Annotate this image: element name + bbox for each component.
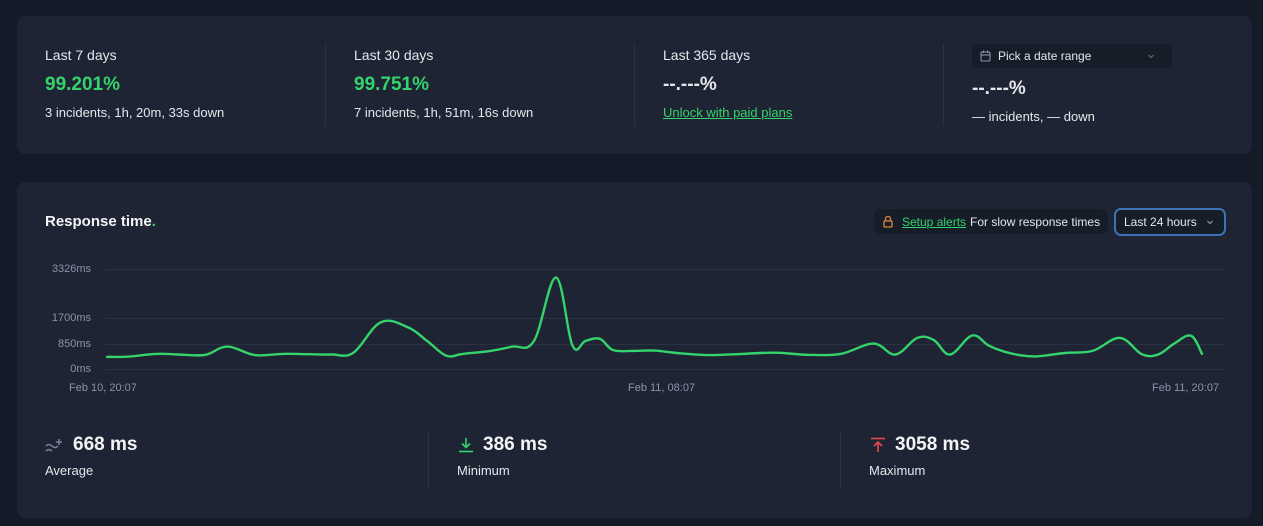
maximum-stat: 3058 ms Maximum	[869, 434, 970, 478]
y-tick-label: 3326ms	[51, 263, 91, 275]
incident-summary: 7 incidents, 1h, 51m, 16s down	[354, 105, 534, 120]
arrow-up-to-line-icon	[871, 437, 885, 452]
calendar-icon	[980, 50, 991, 62]
arrow-down-to-line-icon	[459, 438, 473, 453]
unlock-paid-plans-link[interactable]: Unlock with paid plans	[663, 105, 793, 120]
y-tick-label: 0ms	[70, 363, 91, 375]
incident-summary: — incidents, — down	[972, 109, 1095, 124]
chevron-down-icon	[1207, 220, 1213, 225]
response-time-chart	[105, 269, 1224, 370]
divider	[325, 44, 326, 126]
period-label: Last 7 days	[45, 47, 117, 63]
date-picker-label: Pick a date range	[998, 49, 1092, 63]
minimum-stat: 386 ms Minimum	[457, 434, 547, 478]
y-tick-label: 850ms	[57, 338, 91, 350]
period-label: Last 365 days	[663, 47, 751, 63]
divider	[840, 432, 841, 489]
response-time-title: Response time.	[45, 213, 156, 230]
uptime-percentage: 99.201%	[45, 74, 121, 95]
chevron-down-icon	[1148, 54, 1154, 59]
setup-alerts-pill: Setup alerts For slow response times	[874, 209, 1109, 234]
date-range-picker[interactable]: Pick a date range	[972, 44, 1172, 68]
minimum-label: Minimum	[457, 463, 510, 478]
average-stat: 668 ms Average	[45, 434, 137, 478]
setup-alerts-link[interactable]: Setup alerts	[902, 214, 967, 229]
uptime-percentage: --.---%	[972, 78, 1026, 99]
y-tick-label: 1700ms	[51, 312, 91, 324]
minimum-value: 386 ms	[483, 434, 548, 455]
uptime-percentage: 99.751%	[354, 74, 430, 95]
lock-icon	[883, 215, 893, 228]
maximum-label: Maximum	[869, 463, 926, 478]
time-range-select[interactable]: Last 24 hours	[1114, 208, 1226, 236]
x-tick-label: Feb 11, 20:07	[1152, 382, 1220, 394]
divider	[634, 44, 635, 126]
divider	[428, 432, 429, 489]
average-value: 668 ms	[73, 434, 138, 455]
x-tick-label: Feb 10, 20:07	[69, 382, 137, 394]
period-label: Last 30 days	[354, 47, 434, 63]
response-time-line	[105, 276, 1204, 359]
average-icon	[45, 439, 62, 452]
divider	[943, 44, 944, 126]
uptime-summary-card: Last 7 days 99.201% 3 incidents, 1h, 20m…	[17, 16, 1252, 154]
gridlines	[105, 269, 1224, 370]
maximum-value: 3058 ms	[895, 434, 971, 455]
uptime-percentage: --.---%	[663, 74, 717, 95]
response-time-card: Response time. Setup alerts For slow res…	[17, 182, 1252, 518]
average-label: Average	[45, 463, 94, 478]
alert-description: For slow response times	[970, 214, 1101, 229]
x-tick-label: Feb 11, 08:07	[628, 382, 696, 394]
incident-summary: 3 incidents, 1h, 20m, 33s down	[45, 105, 225, 120]
time-range-value: Last 24 hours	[1124, 215, 1197, 229]
